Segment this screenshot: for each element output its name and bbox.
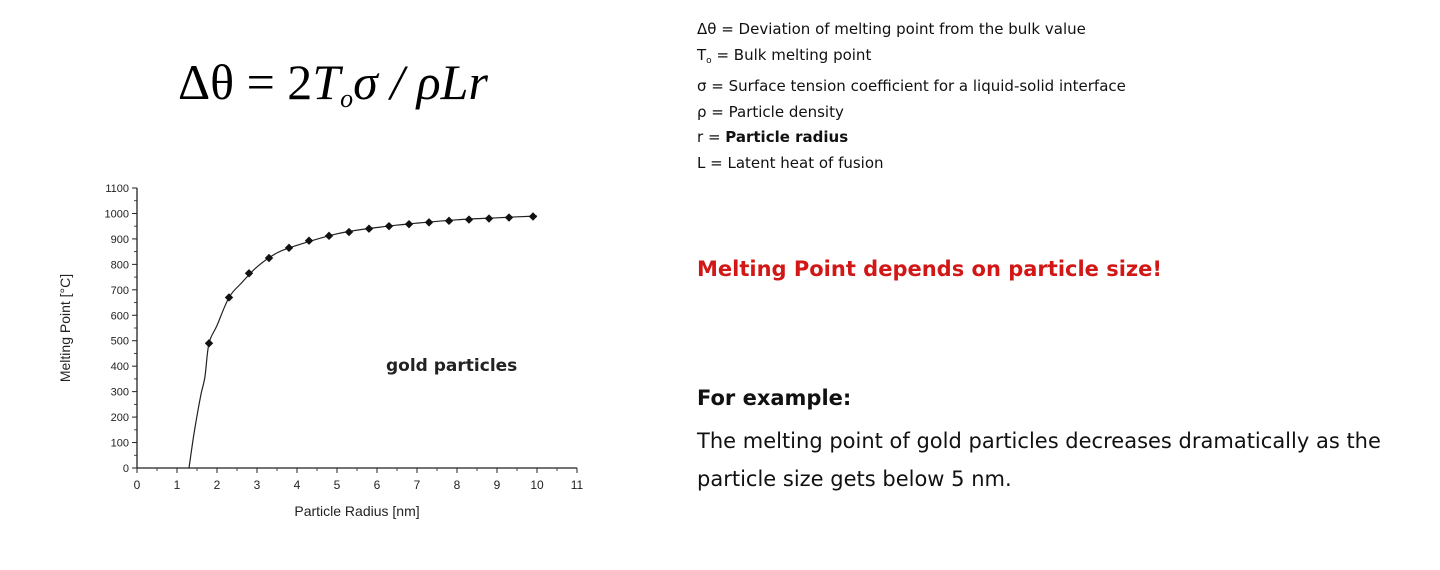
definition-text: = Deviation of melting point from the bu… [716, 20, 1086, 38]
formula-subscript: o [340, 84, 354, 113]
definition-l: L = Latent heat of fusion [697, 151, 1257, 177]
definition-symbol: σ [697, 77, 707, 96]
headline: Melting Point depends on particle size! [697, 257, 1162, 281]
example-title: For example: [697, 386, 852, 410]
formula: Δθ = 2Toσ / ρLr [178, 50, 508, 114]
x-tick-label: 9 [494, 478, 501, 492]
data-point [484, 214, 494, 223]
x-tick-label: 1 [174, 478, 181, 492]
data-point [304, 236, 314, 245]
x-tick-label: 8 [454, 478, 461, 492]
definition-symbol: Δθ [697, 20, 717, 38]
x-tick-label: 6 [374, 478, 381, 492]
data-point [404, 219, 414, 229]
fit-curve-group [188, 215, 538, 469]
formula-delta: Δθ [178, 54, 235, 110]
x-tick-label: 2 [214, 478, 221, 492]
data-point [444, 216, 454, 226]
definition-symbol: L [697, 153, 706, 172]
data-point [244, 269, 254, 278]
definition-symbol: T [697, 45, 707, 64]
chart-annotation: gold particles [386, 356, 517, 376]
definition-text: = Surface tension coefficient for a liqu… [706, 77, 1126, 96]
definition-symbol: r [697, 128, 704, 147]
data-point [464, 215, 474, 224]
y-tick-label: 700 [111, 285, 129, 297]
x-tick-label: 0 [134, 478, 141, 492]
y-tick-label: 500 [111, 336, 129, 348]
formula-t: T [312, 54, 341, 110]
definition-bold-text: Particle radius [725, 128, 849, 147]
definition-text: = Particle density [706, 102, 844, 121]
data-point [324, 231, 334, 241]
definition-sigma: σ = Surface tension coefficient for a li… [697, 74, 1257, 100]
definition-text: = [703, 128, 726, 147]
y-tick-label: 300 [111, 387, 129, 399]
definition-delta-theta: Δθ = Deviation of melting point from the… [697, 17, 1257, 43]
x-tick-label: 7 [414, 478, 421, 492]
y-tick-label: 1000 [105, 208, 129, 220]
data-point [204, 339, 214, 348]
y-axis-label: Melting Point [°C] [57, 274, 73, 382]
data-point [264, 253, 274, 263]
x-tick-label: 3 [254, 478, 261, 492]
melting-point-chart: 0 100 200 300 400 500 600 700 800 900 1000 1100 0 1 2 3… [57, 183, 584, 519]
x-tick-label: 10 [530, 478, 544, 492]
fit-curve [188, 215, 538, 469]
data-point [224, 293, 234, 302]
data-point [364, 224, 374, 233]
data-points-group [204, 212, 538, 348]
example-body: The melting point of gold particles decr… [697, 429, 1381, 491]
formula-rest: σ / ρLr [353, 54, 488, 110]
definition-text: = Latent heat of fusion [705, 153, 884, 172]
formula-equals: = 2 [234, 54, 313, 110]
y-tick-label: 400 [111, 361, 129, 373]
y-tick-label: 100 [111, 438, 129, 450]
symbol-definitions: Δθ = Deviation of melting point from the… [697, 17, 1257, 177]
data-point [528, 212, 538, 221]
definition-symbol: ρ [697, 102, 707, 121]
data-point [384, 221, 394, 231]
data-point [284, 243, 294, 253]
data-point [504, 213, 514, 222]
y-tick-label: 0 [123, 463, 129, 475]
y-tick-label: 200 [111, 412, 129, 424]
chart-ticks: 0 100 200 300 400 500 600 700 800 900 1000 1100 0 1 2 3… [105, 183, 584, 492]
definition-t-o: To = Bulk melting point [697, 43, 1257, 75]
definition-r: r = Particle radius [697, 125, 1257, 151]
definition-subscript: o [706, 55, 712, 66]
definition-text: = Bulk melting point [711, 45, 872, 64]
x-tick-label: 5 [334, 478, 341, 492]
y-tick-label: 1100 [105, 183, 129, 195]
x-axis-label: Particle Radius [nm] [294, 503, 419, 519]
y-tick-label: 800 [111, 259, 129, 271]
data-point [424, 218, 434, 227]
x-tick-label: 11 [571, 478, 584, 492]
y-tick-label: 600 [111, 310, 129, 322]
definition-rho: ρ = Particle density [697, 100, 1257, 126]
x-tick-label: 4 [294, 478, 301, 492]
data-point [344, 227, 354, 237]
y-tick-label: 900 [111, 234, 129, 246]
